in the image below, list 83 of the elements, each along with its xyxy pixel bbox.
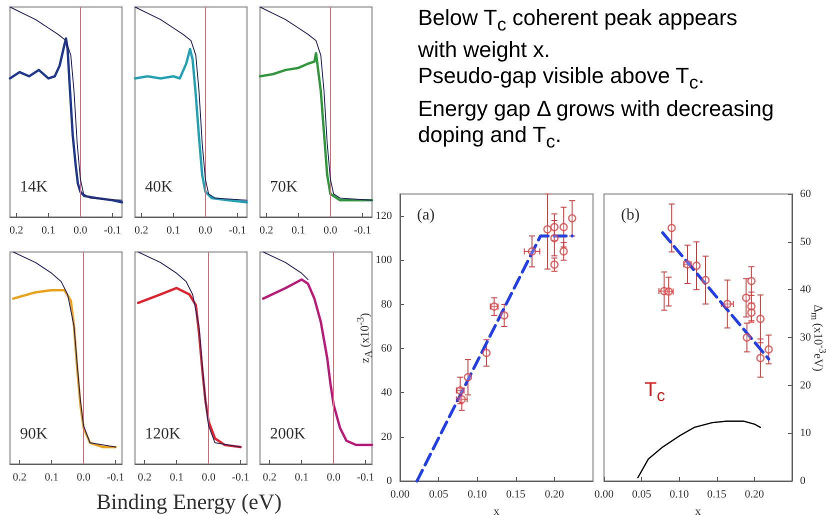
annotation: 40K	[145, 178, 173, 196]
x-tick-label: 0.10	[468, 488, 488, 500]
x-tick-label: 0.2	[134, 224, 148, 236]
x-tick-label: -0.1	[232, 472, 250, 484]
point	[756, 314, 765, 323]
point	[550, 260, 559, 269]
point	[723, 300, 732, 308]
x-tick-label: 0.1	[170, 472, 184, 484]
x-axis-title: x	[695, 504, 701, 515]
annotation: 90K	[20, 426, 48, 442]
annotation: 70K	[270, 178, 298, 196]
x-tick-label: 0.0	[76, 472, 91, 484]
point	[482, 348, 491, 358]
x-tick-label: 0.1	[44, 472, 58, 484]
x-tick-label: 0.10	[670, 488, 690, 500]
x-tick-label: 0.15	[707, 488, 727, 500]
y2-tick-label: 40	[800, 284, 812, 296]
x-tick-label: 0.05	[428, 488, 449, 500]
y2-tick-label: 10	[800, 427, 812, 440]
point	[568, 214, 576, 222]
text: Pseudo-gap visible above T$_{c}$.	[418, 63, 706, 95]
point	[500, 311, 508, 320]
x-tick-label: 0.05	[632, 488, 652, 500]
x-tick-label: 0.0	[202, 472, 216, 484]
point	[764, 345, 773, 354]
x-tick-label: 0.20	[744, 488, 765, 500]
annotation: 14K	[20, 178, 48, 196]
x-tick-label: 0.20	[544, 488, 565, 500]
x-axis-title: Binding Energy (eV)	[96, 489, 282, 515]
x-tick-label: 0.00	[390, 488, 410, 500]
x-tick-label: -0.1	[104, 224, 122, 236]
text: (b)	[621, 206, 640, 224]
x-tick-label: 0.2	[138, 472, 152, 484]
x-tick-label: 0.0	[74, 224, 88, 236]
x-tick-label: -0.1	[106, 472, 124, 484]
line-series	[637, 420, 762, 478]
y-tick-label: 40	[381, 386, 392, 399]
x-tick-label: -0.1	[354, 224, 372, 236]
x-tick-label: 0.2	[12, 472, 26, 484]
point	[550, 222, 559, 232]
point	[756, 354, 765, 362]
x-tick-label: 0.1	[292, 224, 306, 236]
y-tick-label: 80	[381, 298, 392, 310]
point	[543, 225, 552, 234]
y-tick-label: 120	[376, 210, 392, 222]
point	[464, 373, 472, 382]
y-tick-label: 20	[381, 430, 392, 443]
x-tick-label: -0.1	[356, 472, 374, 484]
point	[747, 308, 756, 317]
y-tick-label: 100	[376, 254, 392, 266]
text: Below T$_{c}$ coherent peak appears with weight x.	[418, 5, 738, 64]
point	[742, 294, 750, 302]
x-tick-label: -0.1	[228, 224, 246, 236]
x-tick-label: 0.2	[262, 472, 276, 484]
y-tick-label: 60	[381, 342, 392, 355]
text: Energy gap Δ grows with decreasing doping and T$_{c}$.	[418, 96, 775, 154]
y2-tick-label: 30	[800, 332, 812, 344]
x-axis-title: x	[494, 504, 500, 515]
x-tick-label: 0.0	[324, 224, 338, 236]
y2-tick-label: 0	[800, 475, 806, 487]
point	[701, 276, 710, 284]
y2-tick-label: 60	[800, 188, 812, 200]
point	[747, 276, 756, 286]
x-tick-label: 0.1	[42, 224, 56, 236]
text: (a)	[417, 206, 435, 224]
point	[528, 247, 536, 256]
x-tick-label: 0.0	[198, 224, 213, 236]
y2-tick-label: 20	[800, 379, 812, 392]
annotation: T$_{c}$	[644, 379, 666, 406]
x-tick-label: 0.15	[506, 488, 526, 500]
x-tick-label: 0.1	[294, 472, 308, 484]
x-tick-label: 0.2	[260, 224, 274, 236]
x-tick-label: 0.0	[326, 472, 341, 484]
annotation: 120K	[145, 426, 181, 442]
x-tick-label: 0.1	[166, 224, 180, 236]
x-tick-label: 0.00	[594, 488, 614, 500]
point	[742, 333, 752, 342]
annotation: 200K	[270, 426, 306, 442]
x-tick-label: 0.2	[10, 224, 24, 236]
y2-tick-label: 50	[800, 236, 812, 248]
y-tick-label: 0	[386, 475, 392, 487]
point	[560, 222, 568, 232]
point	[668, 224, 676, 232]
